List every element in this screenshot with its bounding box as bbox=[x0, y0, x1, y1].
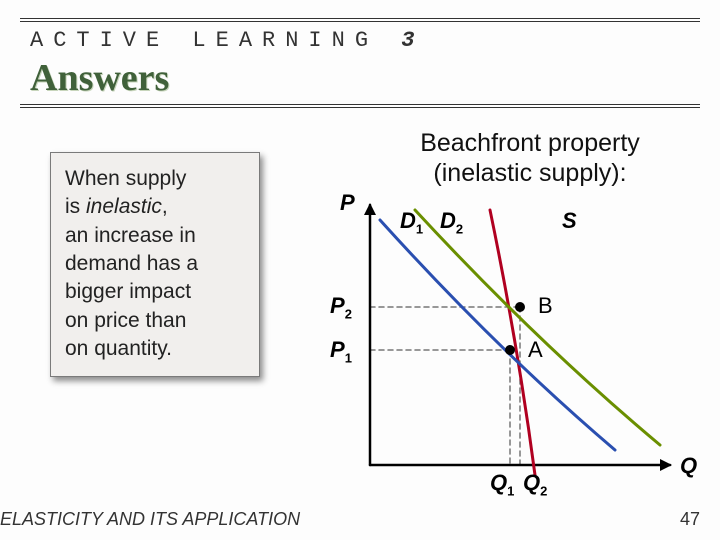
p2-label: P2 bbox=[330, 293, 352, 321]
tb-l2c: , bbox=[162, 195, 168, 218]
header-overline: ACTIVE LEARNING 3 bbox=[30, 28, 424, 53]
chart-svg bbox=[310, 185, 710, 505]
d1-letter: D bbox=[400, 208, 416, 233]
footer-left: ELASTICITY AND ITS APPLICATION bbox=[0, 509, 300, 530]
rule-bottom bbox=[20, 104, 700, 108]
q1-letter: Q bbox=[490, 470, 507, 495]
q1-sub: 1 bbox=[507, 483, 514, 498]
d2-label: D2 bbox=[440, 208, 463, 236]
p1-letter: P bbox=[330, 337, 345, 362]
chart-title-1: Beachfront property bbox=[420, 129, 640, 157]
chart: P Q D1 D2 S P2 P1 Q1 Q2 A B bbox=[310, 185, 710, 505]
footer-right: 47 bbox=[680, 509, 700, 530]
p2-letter: P bbox=[330, 293, 345, 318]
rule-top bbox=[20, 18, 700, 22]
tb-l2b: inelastic bbox=[86, 195, 162, 218]
chart-title: Beachfront property (inelastic supply): bbox=[350, 128, 710, 188]
slide: ACTIVE LEARNING 3 Answers When supply is… bbox=[0, 0, 720, 540]
tb-l5: bigger impact bbox=[65, 280, 191, 303]
q2-sub: 2 bbox=[540, 483, 547, 498]
p1-label: P1 bbox=[330, 337, 352, 365]
d2-letter: D bbox=[440, 208, 456, 233]
q1-label: Q1 bbox=[490, 470, 514, 498]
tb-l7: on quantity. bbox=[65, 337, 172, 360]
q2-letter: Q bbox=[523, 470, 540, 495]
tb-l1: When supply bbox=[65, 167, 186, 190]
p1-sub: 1 bbox=[345, 350, 352, 365]
d2-sub: 2 bbox=[456, 221, 463, 236]
p2-sub: 2 bbox=[345, 306, 352, 321]
overline-number: 3 bbox=[401, 28, 424, 53]
tb-l4: demand has a bbox=[65, 252, 198, 275]
chart-title-2: (inelastic supply): bbox=[433, 159, 626, 187]
s-label: S bbox=[562, 208, 577, 234]
explanation-box: When supply is inelastic, an increase in… bbox=[50, 152, 260, 377]
tb-l3: an increase in bbox=[65, 224, 196, 247]
axis-p-label: P bbox=[340, 190, 355, 216]
d1-sub: 1 bbox=[416, 221, 423, 236]
point-a-label: A bbox=[528, 337, 543, 363]
point-b-label: B bbox=[538, 293, 553, 319]
slide-subtitle: Answers bbox=[30, 56, 169, 100]
axis-q-label: Q bbox=[680, 453, 697, 479]
d1-label: D1 bbox=[400, 208, 423, 236]
tb-l6: on price than bbox=[65, 309, 186, 332]
q2-label: Q2 bbox=[523, 470, 547, 498]
overline-text: ACTIVE LEARNING bbox=[30, 28, 378, 53]
tb-l2a: is bbox=[65, 195, 86, 218]
